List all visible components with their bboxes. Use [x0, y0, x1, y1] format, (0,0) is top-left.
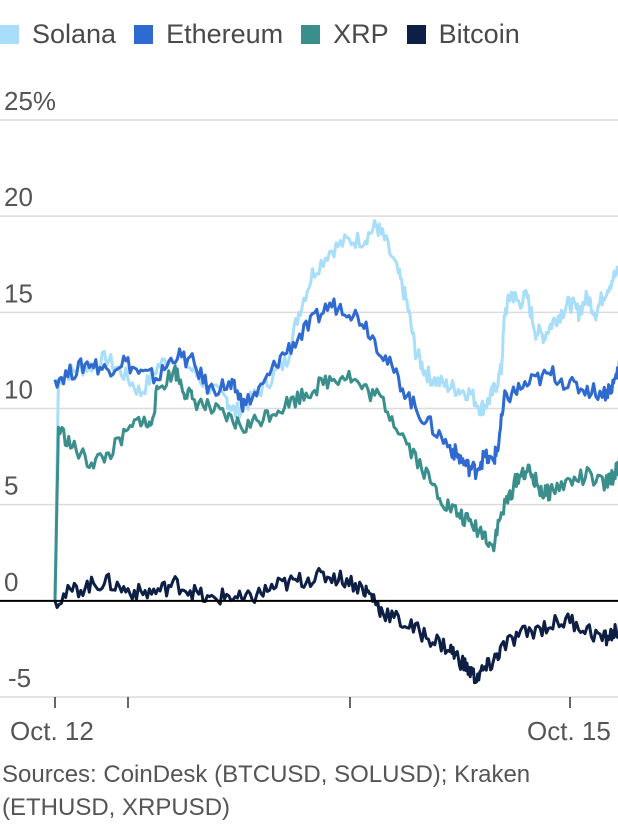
series-line-solana	[53, 218, 618, 601]
legend-label: Solana	[32, 18, 117, 49]
legend-item-xrp: XRP	[301, 19, 389, 50]
legend-item-ethereum: Ethereum	[134, 19, 283, 50]
gridlines	[0, 119, 618, 698]
line-chart: -5 0 5 10 15 20 25% Oct. 12 Oct. 15	[0, 86, 618, 746]
x-tick-label-start: Oct. 12	[10, 716, 94, 746]
series-line-xrp	[53, 364, 618, 601]
legend-label: XRP	[333, 18, 389, 49]
series-lines	[53, 218, 618, 685]
legend-label: Ethereum	[166, 18, 284, 49]
y-tick-label: 5	[4, 471, 18, 501]
legend-swatch	[301, 24, 321, 44]
y-tick-label: 20	[4, 182, 33, 212]
y-tick-label: 10	[4, 375, 33, 405]
y-tick-label: 15	[4, 278, 33, 308]
source-note: Sources: CoinDesk (BTCUSD, SOLUSD); Krak…	[2, 761, 531, 821]
legend-swatch	[134, 24, 154, 44]
chart-legend: Solana Ethereum XRP Bitcoin	[0, 14, 538, 54]
series-line-ethereum	[53, 297, 618, 481]
legend-label: Bitcoin	[438, 18, 520, 49]
legend-swatch	[406, 24, 426, 44]
series-line-bitcoin	[53, 567, 618, 685]
legend-swatch	[0, 24, 19, 44]
y-tick-label: -5	[8, 663, 31, 693]
y-tick-label: 25%	[4, 86, 56, 116]
x-axis: Oct. 12 Oct. 15	[10, 697, 611, 746]
x-tick-label-end: Oct. 15	[527, 716, 611, 746]
legend-item-bitcoin: Bitcoin	[406, 18, 520, 50]
legend-item-solana: Solana	[0, 19, 116, 50]
y-axis-labels: -5 0 5 10 15 20 25%	[4, 86, 56, 693]
y-tick-label: 0	[4, 567, 18, 597]
